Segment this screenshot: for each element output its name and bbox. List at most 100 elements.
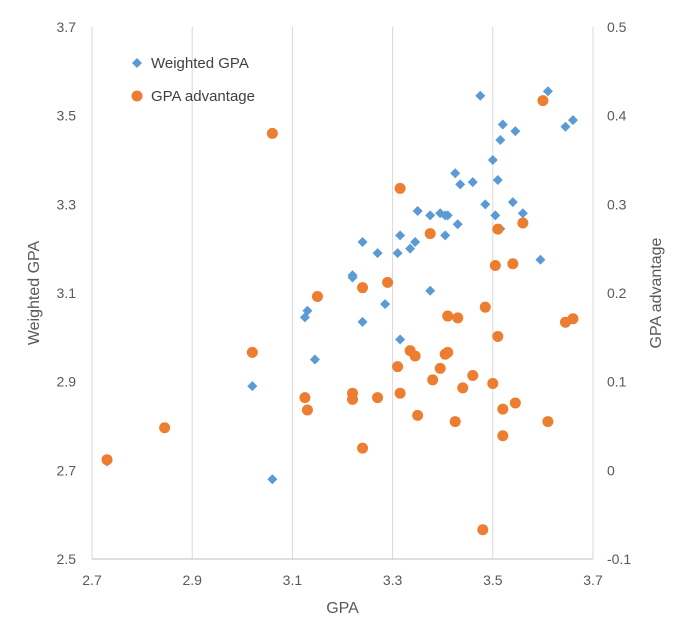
gridlines — [91, 27, 594, 559]
y-axis-title: Weighted GPA — [26, 241, 43, 346]
weighted-gpa-point — [510, 126, 521, 137]
legend-marker — [132, 58, 142, 68]
weighted-gpa-point — [412, 205, 423, 216]
x-axis-title: GPA — [326, 600, 359, 617]
weighted-gpa-point — [372, 248, 383, 259]
weighted-gpa-point — [309, 354, 320, 365]
weighted-gpa-point — [247, 381, 258, 392]
gpa-advantage-point — [452, 312, 464, 324]
gpa-advantage-point — [567, 313, 579, 325]
legend: Weighted GPA GPA advantage — [131, 55, 255, 105]
gpa-advantage-point — [489, 260, 501, 272]
y-tick-label: 3.7 — [57, 19, 77, 35]
gpa-advantage-point — [409, 350, 421, 362]
weighted-gpa-point — [380, 299, 391, 310]
x-tick-label: 2.7 — [82, 572, 102, 588]
weighted-gpa-point — [475, 90, 486, 101]
gpa-advantage-point — [159, 422, 171, 434]
y2-tick-label: 0.5 — [607, 19, 627, 35]
weighted-gpa-point — [395, 230, 406, 241]
x-tick-label: 3.7 — [583, 572, 603, 588]
gpa-advantage-point — [299, 392, 311, 404]
y-tick-label: 3.1 — [57, 285, 77, 301]
weighted-gpa-point — [440, 230, 451, 241]
y2-tick-label: -0.1 — [607, 551, 631, 567]
y2-axis-title: GPA advantage — [648, 237, 665, 348]
x-tick-label: 3.1 — [283, 572, 303, 588]
gpa-advantage-point — [467, 369, 479, 381]
tick-labels: 2.7 2.9 3.1 3.3 3.5 3.72.52.72.93.13.33.53.7-… — [57, 19, 632, 588]
weighted-gpa-point — [410, 237, 421, 248]
weighted-gpa-point — [347, 272, 358, 283]
gpa-advantage-point — [492, 223, 504, 235]
gpa-advantage-point — [311, 291, 323, 303]
gpa-advantage-point — [537, 95, 549, 107]
weighted-gpa-point — [425, 210, 436, 221]
weighted-gpa-point — [395, 334, 406, 345]
weighted-gpa-point — [492, 174, 503, 185]
weighted-gpa-point — [507, 197, 518, 208]
y2-tick-label: 0.2 — [607, 285, 627, 301]
weighted-gpa-point — [495, 135, 506, 146]
y-tick-label: 2.7 — [57, 462, 77, 478]
weighted-gpa-point — [480, 199, 491, 210]
gpa-advantage-point — [347, 393, 359, 405]
weighted-gpa-point — [487, 155, 498, 165]
weighted-gpa-point — [517, 208, 528, 219]
y-tick-label: 2.9 — [57, 374, 77, 390]
gpa-advantage-point — [357, 282, 369, 294]
gpa-advantage-point — [301, 404, 313, 416]
gpa-advantage-point — [507, 258, 519, 270]
gpa-advantage-point — [394, 387, 406, 399]
gpa-advantage-point — [246, 346, 258, 358]
weighted-gpa-point — [450, 168, 461, 179]
weighted-gpa-point — [467, 177, 478, 188]
weighted-gpa-point — [357, 316, 368, 327]
y2-tick-label: 0 — [607, 462, 615, 478]
gpa-advantage-point — [392, 361, 404, 373]
gpa-advantage-point — [517, 217, 529, 229]
weighted-gpa-point — [567, 115, 578, 126]
y2-tick-label: 0.4 — [607, 108, 627, 124]
gpa-advantage-point — [434, 362, 446, 374]
legend-label: Weighted GPA — [151, 55, 249, 72]
series-weighted-gpa — [102, 86, 578, 485]
gpa-advantage-point — [412, 409, 424, 421]
gpa-advantage-point — [394, 182, 406, 194]
gpa-advantage-point — [497, 403, 509, 415]
weighted-gpa-point — [455, 179, 466, 190]
y-tick-label: 2.5 — [57, 551, 77, 567]
gpa-advantage-point — [442, 310, 454, 322]
gpa-advantage-point — [542, 416, 554, 428]
weighted-gpa-point — [490, 210, 501, 221]
weighted-gpa-point — [425, 285, 436, 296]
weighted-gpa-point — [392, 248, 403, 259]
y-tick-label: 3.3 — [57, 196, 77, 212]
weighted-gpa-point — [542, 86, 553, 97]
gpa-advantage-point — [497, 430, 509, 442]
gpa-advantage-point — [266, 127, 278, 139]
data-series — [101, 86, 579, 536]
weighted-gpa-point — [267, 474, 278, 485]
y-tick-label: 3.5 — [57, 108, 77, 124]
gpa-advantage-point — [457, 382, 469, 394]
y2-tick-label: 0.1 — [607, 374, 627, 390]
gpa-advantage-point — [487, 377, 499, 389]
gpa-advantage-point — [101, 454, 113, 466]
legend-label: GPA advantage — [151, 88, 255, 105]
x-tick-label: 3.3 — [383, 572, 403, 588]
gpa-advantage-point — [492, 330, 504, 342]
weighted-gpa-point — [302, 305, 313, 316]
gpa-advantage-point — [424, 228, 436, 240]
x-tick-label: 2.9 — [182, 572, 202, 588]
y2-tick-label: 0.3 — [607, 196, 627, 212]
series-gpa-advantage — [101, 95, 579, 536]
weighted-gpa-point — [497, 119, 508, 130]
legend-marker — [131, 90, 143, 102]
weighted-gpa-point — [405, 243, 416, 254]
gpa-advantage-point — [357, 442, 369, 454]
weighted-gpa-point — [442, 210, 453, 221]
x-tick-label: 3.5 — [483, 572, 503, 588]
gpa-advantage-point — [442, 346, 454, 358]
